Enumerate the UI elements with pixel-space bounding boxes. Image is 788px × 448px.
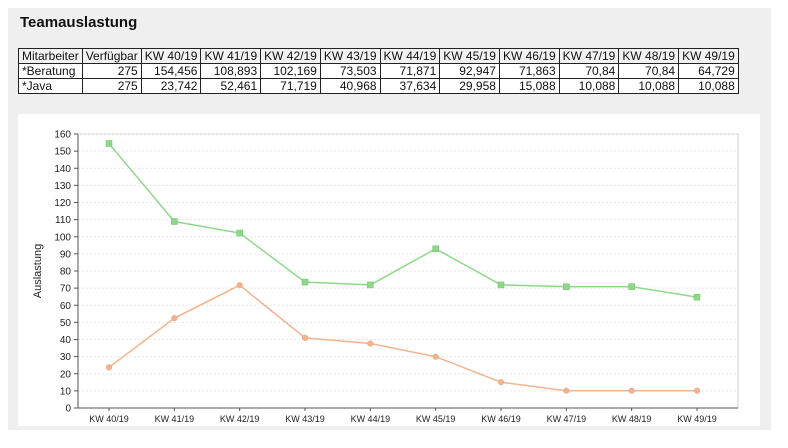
cell-value: 108,893 [200,63,262,79]
cell-value: 64,729 [678,63,739,79]
y-tick-label: 0 [65,404,71,415]
x-tick-label: KW 44/19 [351,414,391,424]
header-week: KW 45/19 [439,48,500,64]
data-point [301,334,309,341]
utilization-line-chart: 0 10 20 30 40 50 60 70 80 90 100 110 120 130 140 150 160… [32,130,739,424]
data-point [432,353,439,360]
header-week: KW 42/19 [260,48,321,64]
y-tick-label: 90 [60,249,72,260]
data-point [367,281,374,289]
cell-value: 10,088 [678,78,739,94]
cell-value: 10,088 [558,78,620,94]
series-line [108,143,698,298]
y-tick-label: 70 [60,284,72,295]
y-tick-label: 140 [54,164,71,175]
cell-value: 70,84 [618,63,680,79]
data-point [367,340,374,347]
header-available: Verfügbar [81,48,142,64]
cell-value: 10,088 [618,78,680,94]
data-point [693,293,701,301]
data-point [105,364,113,371]
cell-employee: *Beratung [18,63,83,79]
y-tick-label: 50 [60,318,72,329]
table-header-row: Mitarbeiter Verfügbar KW 40/19 KW 41/19 … [18,48,739,64]
chart-container: 0 10 20 30 40 50 60 70 80 90 100 110 120 130 140 150 160… [18,114,760,426]
y-tick-label: 110 [55,215,71,226]
y-axis-title: Auslastung [32,244,44,298]
x-tick-label: KW 46/19 [481,414,521,424]
y-tick-label: 20 [60,369,72,380]
y-tick-label: 100 [54,232,71,243]
cell-value: 73,503 [319,63,381,79]
y-tick-label: 40 [60,335,72,346]
header-week: KW 44/19 [379,48,441,64]
y-tick-label: 10 [60,386,72,397]
data-point [693,387,701,394]
header-employee: Mitarbeiter [18,48,83,64]
x-tick-label: KW 42/19 [220,414,260,424]
data-point [171,315,178,322]
data-point [171,218,178,225]
y-tick-label: 30 [60,352,72,363]
cell-value: 71,719 [260,78,321,94]
table-row: *Beratung 275 154,456 108,893 102,169 73… [18,63,739,79]
header-week: KW 43/19 [319,48,381,64]
cell-employee: *Java [18,78,83,94]
cell-value: 154,456 [140,63,202,79]
table-row: *Java 275 23,742 52,461 71,719 40,968 37… [18,78,739,94]
header-week: KW 48/19 [618,48,680,64]
cell-value: 23,742 [140,78,202,94]
data-point [301,278,309,286]
x-tick-label: KW 45/19 [416,414,456,424]
x-tick-label: KW 41/19 [155,414,195,424]
cell-value: 71,871 [379,63,441,79]
header-week: KW 41/19 [200,48,262,64]
cell-value: 71,863 [498,63,560,79]
y-tick-label: 160 [54,130,71,141]
x-tick-label: KW 47/19 [547,414,587,424]
series-line [108,284,697,392]
cell-value: 40,968 [319,78,381,94]
data-point [236,282,243,289]
y-tick-label: 80 [60,267,72,278]
data-point [563,387,570,394]
data-point [497,379,505,386]
cell-value: 29,958 [439,78,500,94]
header-week: KW 49/19 [678,48,739,64]
data-point [628,387,635,394]
x-tick-label: KW 40/19 [89,414,129,424]
data-point [563,283,570,290]
y-tick-label: 150 [54,147,71,158]
cell-value: 15,088 [498,78,560,94]
y-tick-label: 120 [54,198,71,209]
data-point [497,281,505,289]
cell-available: 275 [81,78,142,94]
data-point [236,229,243,237]
y-tick-label: 60 [60,301,72,312]
cell-value: 70,84 [558,63,620,79]
data-point [432,245,439,253]
cell-value: 92,947 [439,63,500,79]
utilization-table: Mitarbeiter Verfügbar KW 40/19 KW 41/19 … [18,48,739,94]
cell-available: 275 [81,63,142,79]
header-week: KW 40/19 [140,48,202,64]
x-tick-label: KW 49/19 [677,414,717,424]
header-week: KW 47/19 [558,48,620,64]
y-tick-label: 130 [54,181,71,192]
cell-value: 52,461 [200,78,262,94]
x-tick-label: KW 43/19 [285,414,325,424]
cell-value: 37,634 [379,78,441,94]
page-title: Teamauslastung [20,14,138,31]
data-point [105,140,113,147]
data-point [628,283,635,290]
cell-value: 102,169 [260,63,321,79]
x-tick-label: KW 48/19 [612,414,652,424]
header-week: KW 46/19 [498,48,560,64]
